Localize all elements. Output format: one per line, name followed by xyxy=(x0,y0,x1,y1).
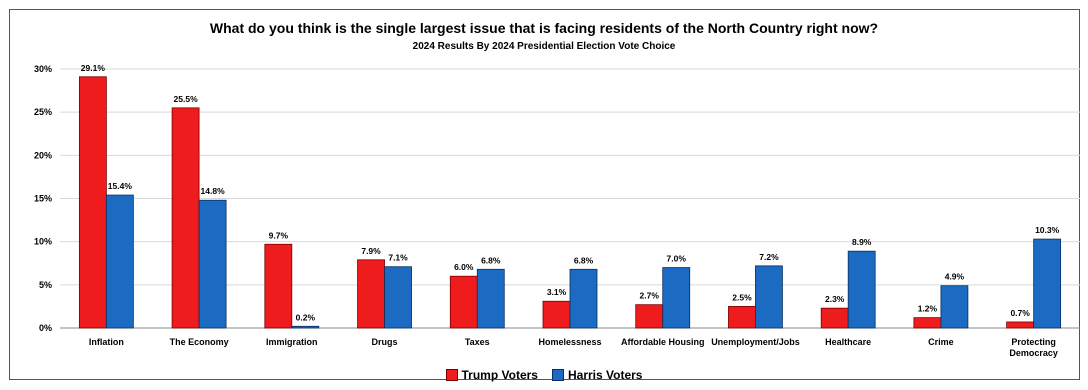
x-tick-label: Protecting xyxy=(1011,337,1056,347)
data-label-harris: 7.0% xyxy=(667,254,687,264)
legend-item-trump: Trump Voters xyxy=(445,368,538,382)
x-tick-label: Affordable Housing xyxy=(621,337,705,347)
data-label-harris: 6.8% xyxy=(574,255,594,265)
legend-swatch-trump xyxy=(445,369,458,381)
bar-trump xyxy=(264,243,293,329)
data-label-trump: 2.3% xyxy=(825,294,845,304)
bar-trump xyxy=(78,76,107,329)
data-label-trump: 25.5% xyxy=(174,94,199,104)
x-tick-label: Homelessness xyxy=(538,337,601,347)
x-tick-label: Crime xyxy=(928,337,954,347)
x-tick-label: Democracy xyxy=(1009,348,1058,358)
legend-label-trump: Trump Voters xyxy=(461,368,538,382)
bar-trump xyxy=(820,307,849,329)
data-label-harris: 4.9% xyxy=(945,272,965,282)
bar-trump xyxy=(171,107,200,329)
data-label-trump: 2.5% xyxy=(732,292,752,302)
bar-trump xyxy=(542,300,571,329)
y-tick-label: 5% xyxy=(39,280,52,290)
x-tick-label: Healthcare xyxy=(825,337,871,347)
data-label-trump: 7.9% xyxy=(361,246,381,256)
bar-trump xyxy=(357,259,385,329)
data-label-trump: 3.1% xyxy=(547,287,567,297)
x-tick-label: The Economy xyxy=(170,337,229,347)
data-label-harris: 10.3% xyxy=(1035,225,1060,235)
y-tick-label: 15% xyxy=(34,194,52,204)
x-tick-label: Drugs xyxy=(372,337,398,347)
bar-harris xyxy=(105,194,134,329)
y-tick-label: 25% xyxy=(34,107,52,117)
legend-item-harris: Harris Voters xyxy=(551,368,643,382)
bar-harris xyxy=(291,325,320,329)
bar-harris xyxy=(198,199,227,329)
y-tick-label: 0% xyxy=(39,323,52,333)
bar-trump xyxy=(449,275,478,329)
bar-trump xyxy=(913,317,942,329)
x-tick-label: Immigration xyxy=(266,337,318,347)
bar-harris xyxy=(847,250,876,329)
chart-border xyxy=(9,9,1080,380)
data-label-harris: 7.1% xyxy=(388,253,408,263)
bar-harris xyxy=(755,265,783,329)
bar-harris xyxy=(569,268,598,329)
data-label-harris: 15.4% xyxy=(108,181,133,191)
legend-label-harris: Harris Voters xyxy=(567,368,643,382)
chart-legend: Trump Voters Harris Voters xyxy=(0,368,1088,382)
data-label-trump: 6.0% xyxy=(454,262,474,272)
data-label-harris: 14.8% xyxy=(201,186,226,196)
y-tick-label: 20% xyxy=(34,150,52,160)
data-label-harris: 0.2% xyxy=(296,312,316,322)
bar-harris xyxy=(940,285,969,329)
data-label-trump: 1.2% xyxy=(918,304,938,314)
data-label-trump: 9.7% xyxy=(269,230,289,240)
bar-trump xyxy=(635,304,664,329)
data-label-harris: 6.8% xyxy=(481,255,501,265)
bar-harris xyxy=(384,266,412,329)
chart-title: What do you think is the single largest … xyxy=(209,20,879,36)
data-label-trump: 0.7% xyxy=(1010,308,1030,318)
x-tick-label: Taxes xyxy=(465,337,490,347)
bar-harris xyxy=(662,267,691,329)
bar-harris xyxy=(476,268,505,329)
x-tick-label: Inflation xyxy=(89,337,124,347)
bar-trump xyxy=(1006,321,1035,329)
bar-trump xyxy=(728,306,756,329)
data-label-harris: 8.9% xyxy=(852,237,872,247)
data-label-trump: 29.1% xyxy=(81,63,106,73)
chart-subtitle: 2024 Results By 2024 Presidential Electi… xyxy=(412,41,676,52)
data-label-trump: 2.7% xyxy=(640,291,660,301)
bar-harris xyxy=(1033,238,1062,329)
y-tick-label: 30% xyxy=(34,64,52,74)
legend-swatch-harris xyxy=(551,369,564,381)
x-tick-label: Unemployment/Jobs xyxy=(711,337,800,347)
data-label-harris: 7.2% xyxy=(759,252,779,262)
y-tick-label: 10% xyxy=(34,237,52,247)
